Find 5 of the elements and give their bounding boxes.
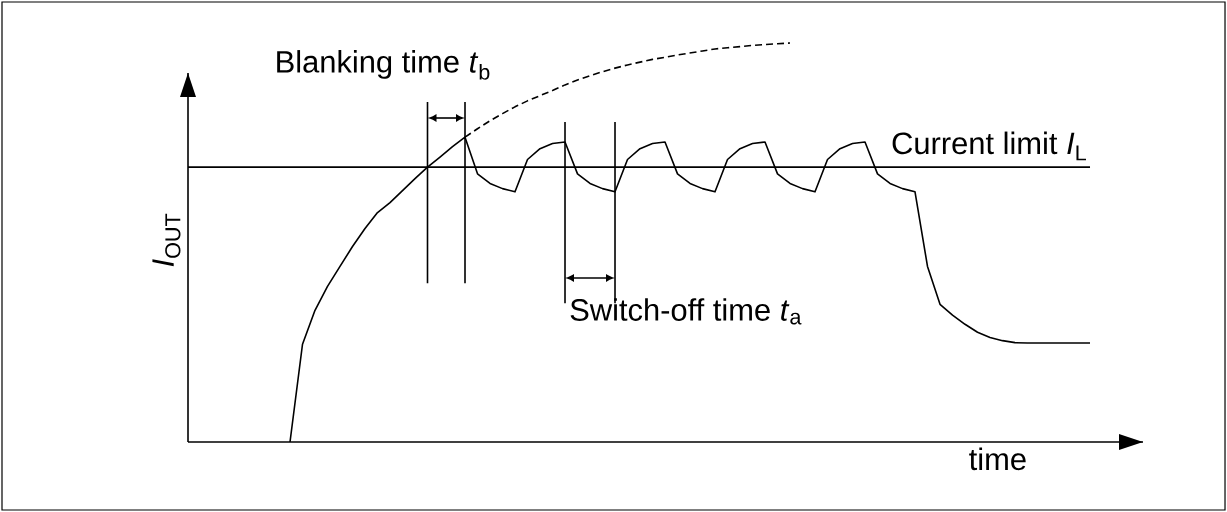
annotation: Blanking time t$_{b}$ <box>277 50 490 80</box>
annotation: Switch-off time t$_{a}$ <box>570 298 802 325</box>
y-axis-title: I$_{OUT}$ <box>152 213 181 267</box>
x-axis-title: time <box>969 447 1026 471</box>
ref-line-label: Current limit I$_{L}$ <box>892 131 1086 161</box>
